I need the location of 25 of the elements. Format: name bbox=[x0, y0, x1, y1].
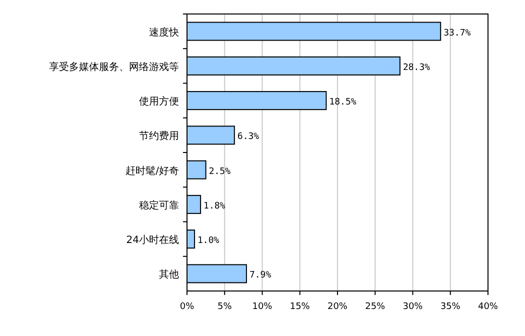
data-label: 33.7% bbox=[444, 28, 472, 38]
y-tick-label: 24小时在线 bbox=[126, 234, 179, 246]
x-tick-label: 35% bbox=[440, 302, 461, 312]
data-label: 1.0% bbox=[198, 236, 220, 246]
y-tick-label: 速度快 bbox=[149, 26, 179, 38]
x-tick-label: 5% bbox=[217, 302, 232, 312]
x-tick-label: 40% bbox=[478, 302, 498, 312]
y-tick-label: 享受多媒体服务、网络游戏等 bbox=[49, 60, 179, 73]
y-tick-label: 其他 bbox=[159, 268, 179, 281]
data-label: 28.3% bbox=[402, 62, 431, 73]
x-tick-label: 25% bbox=[365, 302, 386, 312]
x-tick-label: 30% bbox=[402, 302, 424, 312]
data-label: 7.9% bbox=[249, 270, 272, 281]
x-tick-label: 10% bbox=[252, 302, 273, 312]
data-label: 2.5% bbox=[208, 166, 232, 177]
x-tick-label: 20% bbox=[327, 302, 348, 312]
data-label: 18.5% bbox=[329, 98, 357, 108]
x-tick-label: 0% bbox=[180, 302, 195, 312]
data-label: 1.8% bbox=[204, 201, 226, 212]
y-tick-label: 节约费用 bbox=[139, 130, 179, 142]
y-tick-label: 使用方便 bbox=[139, 96, 179, 108]
y-tick-label: 稳定可靠 bbox=[139, 199, 179, 212]
data-label: 6.3% bbox=[237, 132, 260, 142]
x-tick-label: 15% bbox=[290, 302, 310, 312]
y-tick-label: 赶时髦/好奇 bbox=[126, 164, 179, 177]
